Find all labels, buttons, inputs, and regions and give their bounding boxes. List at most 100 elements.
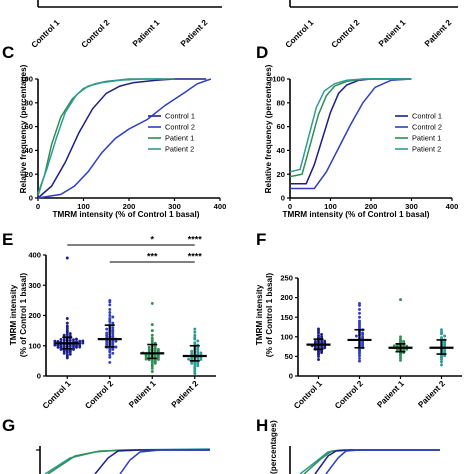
data-point [108,353,112,357]
x-tick-label: 400 [214,202,227,211]
data-point [317,327,320,331]
data-point [199,351,203,355]
data-point [105,331,109,335]
panel-e-ylabel-line2: (% of Control 1 basal) [19,273,28,357]
data-point [358,354,361,358]
data-point [193,363,197,366]
data-point [320,345,324,349]
data-point [190,352,194,356]
panel-c-plot: 0 20 40 60 80 100 0 100 200 300 400 Control 1 Contro… [20,75,226,211]
legend-label: Patient 2 [165,145,194,154]
y-tick-label: 300 [28,281,41,290]
y-tick-label: 60 [277,122,285,131]
data-point [190,349,194,353]
x-tick-label: Control 1 [41,379,73,411]
data-point [153,348,157,352]
data-point [317,334,320,338]
panel-label-f: F [256,230,266,249]
legend-label: Patient 1 [165,134,194,143]
data-point [147,348,151,352]
x-tick-label: Patient 2 [170,379,201,410]
legend-label: Control 2 [165,123,195,132]
data-point [105,327,109,331]
data-point [156,357,160,361]
data-point [65,321,69,325]
y-tick-label: 50 [285,352,293,361]
data-point [150,366,154,370]
data-point [81,339,85,343]
significance-marker: *** [147,252,158,262]
data-point [68,352,72,356]
y-tick-label: 0 [289,372,293,381]
data-point [358,359,361,363]
legend-label: Patient 1 [412,134,441,143]
panel-b-tick-patient2: Patient 2 [423,18,454,49]
x-tick-label: 100 [77,202,90,211]
data-point [150,370,154,373]
panel-d-ylabel: Relative frequency (percentages) [264,64,273,193]
data-point [313,345,317,349]
panel-label-d: D [256,43,268,62]
data-point [108,355,112,359]
series-line-patient-1 [289,78,412,178]
panel-a-tick-patient2: Patient 2 [179,18,210,49]
data-point [361,331,365,335]
panel-a-tick-control2: Control 2 [80,18,112,50]
data-point [108,314,112,317]
panel-f-plot: 0 50 100 150 200 250 Control 1 Control 2 Patient… [280,274,462,411]
data-point [193,365,197,369]
data-point [108,311,112,314]
x-tick-label: Patient 1 [127,379,158,410]
data-point [153,358,157,362]
panel-e-plot: 0 100 200 300 400 Control 1 Control 2 Patient 1… [28,235,216,411]
data-point [65,332,69,336]
data-point [358,311,361,315]
data-point [193,330,197,334]
x-tick-label: 400 [446,202,459,211]
series-line-control-1 [37,78,207,199]
data-point [196,350,200,354]
data-point [65,317,69,320]
data-point [196,339,200,343]
data-point [81,341,85,345]
data-point [62,344,66,348]
significance-marker: * [150,235,154,245]
x-tick-label: Patient 1 [375,379,406,410]
data-point [358,319,361,323]
legend-label: Control 2 [412,123,442,132]
y-tick-label: 20 [25,170,33,179]
data-point [53,339,57,343]
data-point [196,346,200,350]
data-point [62,351,66,355]
series-line-control-2 [290,78,412,190]
x-tick-label: Control 2 [333,379,365,411]
data-point [196,352,200,356]
data-point [317,336,320,340]
data-point [358,321,361,325]
y-tick-label: 80 [277,98,285,107]
panel-h-line-control2 [325,449,440,474]
data-point [358,356,361,360]
data-point [323,339,327,343]
data-point [317,354,320,358]
data-point [440,360,443,364]
data-point [111,326,115,330]
data-point [72,338,75,342]
panel-c-ylabel: Relative frequency (percentages) [19,64,28,193]
panel-d-plot: 0 20 40 60 80 100 0 100 200 300 400 Control 1 Contro… [272,75,458,211]
panel-g-line-control2 [119,449,210,474]
data-point [443,334,447,338]
data-point [62,338,66,342]
series-line-control-2 [37,78,212,199]
panel-h-remnant: (percentages) [269,420,440,474]
panel-d-xlabel: TMRM intensity (% of Control 1 basal) [283,210,430,219]
data-point [111,321,115,325]
panel-b-tick-patient1: Patient 1 [377,18,408,49]
panel-label-h: H [256,416,268,435]
data-point [392,344,396,348]
data-point [399,298,402,302]
panel-e-ylabel-line1: TMRM intensity [9,284,18,345]
panel-g-line-patient2 [44,448,211,474]
data-point [108,317,112,320]
